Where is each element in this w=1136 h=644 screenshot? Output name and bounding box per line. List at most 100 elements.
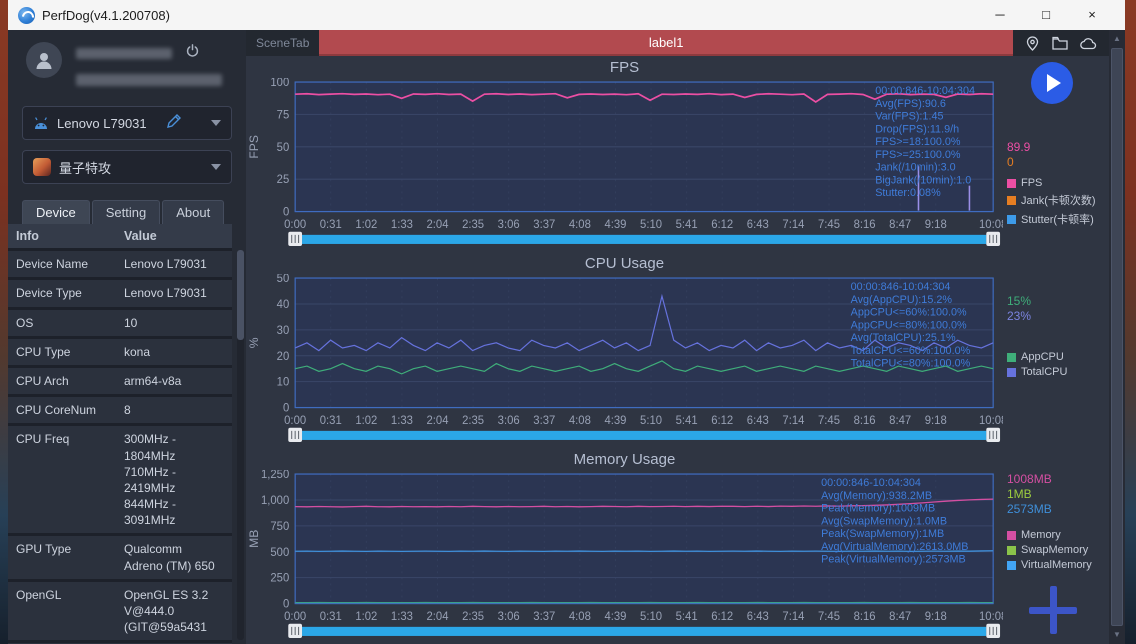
fps-chart: 0:00 0:31 1:02 1:33 2:04 2:35 3:06 3:37 4:08 4:39… bbox=[247, 78, 1003, 246]
scroll-down-icon[interactable]: ▼ bbox=[1113, 630, 1121, 639]
current-values: 15% 23% bbox=[1007, 294, 1031, 324]
chart-h-scrollbar[interactable] bbox=[288, 427, 1001, 442]
scene-tab-label1[interactable]: label1 bbox=[319, 30, 1013, 56]
game-app-icon bbox=[33, 158, 51, 177]
x-tick-label: 5:10 bbox=[640, 219, 662, 231]
x-tick-label: 5:10 bbox=[640, 611, 662, 623]
close-button[interactable]: × bbox=[1088, 7, 1096, 22]
chart-side-panel: 15% 23% AppCPU TotalCPU bbox=[1003, 252, 1109, 448]
x-tick-label: 2:35 bbox=[462, 219, 484, 231]
value-cell: kona bbox=[116, 337, 232, 368]
chart-legend: FPS Jank(卡顿次数) Stutter(卡顿率) bbox=[1007, 174, 1096, 227]
chart-legend: Memory SwapMemory VirtualMemory bbox=[1007, 526, 1092, 571]
x-tick-label: 5:10 bbox=[640, 415, 662, 427]
info-cell: CPU Arch bbox=[8, 366, 116, 398]
maximize-button[interactable]: □ bbox=[1042, 7, 1050, 22]
x-tick-label: 9:18 bbox=[925, 611, 947, 623]
x-tick-label: 6:12 bbox=[711, 219, 733, 231]
main-vertical-scrollbar[interactable]: ▲ ▼ bbox=[1109, 30, 1125, 644]
x-tick-label: 8:16 bbox=[854, 219, 876, 231]
table-row: OS 10 bbox=[8, 308, 232, 339]
x-tick-label: 3:06 bbox=[498, 611, 520, 623]
sidebar-tabs: Device Setting About bbox=[22, 200, 232, 225]
location-icon[interactable] bbox=[1025, 35, 1040, 51]
x-tick-label: 0:00 bbox=[284, 219, 306, 231]
x-tick-label: 0:00 bbox=[284, 611, 306, 623]
x-tick-label: 3:06 bbox=[498, 415, 520, 427]
scrollbar-thumb[interactable] bbox=[1111, 48, 1123, 626]
x-tick-label: 0:00 bbox=[284, 415, 306, 427]
info-cell: GPU Type bbox=[8, 534, 116, 582]
tab-setting[interactable]: Setting bbox=[91, 200, 161, 225]
x-tick-label: 6:43 bbox=[747, 611, 769, 623]
current-value: 2573MB bbox=[1007, 502, 1052, 516]
x-tick-label: 6:12 bbox=[711, 611, 733, 623]
minimize-button[interactable]: ─ bbox=[995, 7, 1005, 22]
y-tick-label: 75 bbox=[277, 109, 290, 121]
table-row: CPU CoreNum 8 bbox=[8, 395, 232, 427]
legend-swatch-icon bbox=[1007, 530, 1016, 540]
y-tick-label: 1,250 bbox=[261, 470, 289, 481]
device-selector[interactable]: Lenovo L79031 bbox=[22, 106, 232, 141]
y-tick-label: 50 bbox=[277, 274, 290, 285]
info-cell: Device Type bbox=[8, 278, 116, 310]
sidebar: Lenovo L79031 量子特攻 Device Setting About In… bbox=[8, 30, 246, 644]
chart-title: FPS bbox=[609, 59, 640, 76]
x-tick-label: 7:45 bbox=[818, 611, 840, 623]
chart-title: Memory Usage bbox=[573, 451, 676, 468]
chart-title: CPU Usage bbox=[584, 255, 665, 272]
scroll-up-icon[interactable]: ▲ bbox=[1113, 34, 1121, 43]
chart-h-scrollbar[interactable] bbox=[288, 623, 1001, 638]
play-icon bbox=[1047, 74, 1061, 92]
play-button[interactable] bbox=[1031, 62, 1073, 104]
info-cell: OS bbox=[8, 308, 116, 339]
perfdog-logo-icon bbox=[18, 6, 35, 24]
chart-stat-line: 00:00:846-10:04:304 bbox=[875, 85, 975, 97]
chart-stat-line: Jank(/10min):3.0 bbox=[875, 162, 956, 174]
chart-side-panel: 1008MB 1MB 2573MB Memory SwapMemory VirtualMe… bbox=[1003, 448, 1109, 644]
y-tick-label: 0 bbox=[283, 402, 289, 414]
info-cell: CPU Freq bbox=[8, 424, 116, 537]
series-AppCPU bbox=[295, 360, 994, 375]
table-row: CPU Type kona bbox=[8, 337, 232, 368]
y-tick-label: 25 bbox=[277, 174, 290, 186]
chart-stat-line: Peak(SwapMemory):1MB bbox=[821, 528, 944, 540]
table-scrollbar[interactable] bbox=[237, 250, 244, 640]
y-axis-label: % bbox=[247, 337, 261, 348]
legend-item: Jank(卡顿次数) bbox=[1007, 192, 1096, 208]
table-row: GPU Frequnavailable bbox=[8, 641, 232, 644]
tab-about[interactable]: About bbox=[162, 200, 225, 225]
y-axis-label: MB bbox=[247, 530, 261, 548]
y-axis-label: FPS bbox=[247, 135, 261, 159]
chart-stat-line: Peak(VirtualMemory):2573MB bbox=[821, 554, 966, 566]
chart-stat-line: Drop(FPS):11.9/h bbox=[875, 123, 959, 135]
chart-stat-line: FPS>=18:100.0% bbox=[875, 136, 961, 148]
info-cell: OpenGL bbox=[8, 580, 116, 644]
info-cell: CPU Type bbox=[8, 337, 116, 368]
chart-stat-line: AppCPU<=60%:100.0% bbox=[851, 307, 967, 319]
cloud-icon[interactable] bbox=[1080, 37, 1097, 50]
user-card bbox=[8, 30, 246, 96]
chart-block-cpu-usage: CPU Usage 0:00 0:31 1:02 1:33 2:04 2:35 3:06 3:… bbox=[246, 252, 1109, 448]
chart-stat-line: 00:00:846-10:04:304 bbox=[821, 477, 921, 489]
app-selector[interactable]: 量子特攻 bbox=[22, 150, 232, 185]
x-tick-label: 6:43 bbox=[747, 415, 769, 427]
legend-item: TotalCPU bbox=[1007, 366, 1067, 378]
x-tick-label: 5:41 bbox=[676, 611, 698, 623]
current-values: 89.9 0 bbox=[1007, 140, 1030, 170]
value-cell: Lenovo L79031 bbox=[116, 249, 232, 281]
legend-item: Stutter(卡顿率) bbox=[1007, 211, 1096, 227]
chart-side-panel: 89.9 0 FPS Jank(卡顿次数) Stutter(卡顿率) bbox=[1003, 56, 1109, 252]
logout-power-icon[interactable] bbox=[186, 44, 199, 62]
edit-device-icon[interactable] bbox=[166, 114, 182, 132]
x-tick-label: 4:39 bbox=[604, 415, 626, 427]
series-VirtualMemory bbox=[295, 550, 994, 553]
y-tick-label: 0 bbox=[283, 598, 289, 610]
x-tick-label: 2:04 bbox=[427, 611, 450, 623]
tab-device[interactable]: Device bbox=[22, 200, 90, 225]
folder-icon[interactable] bbox=[1052, 36, 1068, 50]
add-chart-button[interactable] bbox=[1027, 584, 1079, 636]
info-cell: Device Name bbox=[8, 249, 116, 281]
chart-h-scrollbar[interactable] bbox=[288, 231, 1001, 246]
y-tick-label: 1,000 bbox=[261, 495, 289, 507]
